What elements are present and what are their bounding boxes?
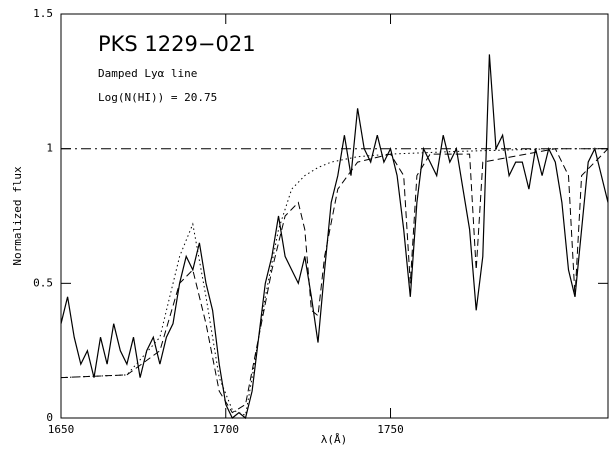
plot-frame bbox=[60, 13, 609, 419]
series-line bbox=[60, 148, 609, 414]
annotation: Log(N(HI)) = 20.75 bbox=[98, 91, 217, 104]
y-tick-label: 1 bbox=[46, 142, 53, 155]
y-tick-label: 0.5 bbox=[33, 276, 53, 289]
y-axis-label: Normalized flux bbox=[11, 166, 24, 266]
y-tick-label: 1.5 bbox=[33, 7, 53, 20]
x-tick-label: 1750 bbox=[377, 423, 404, 436]
x-axis-label: λ(Å) bbox=[321, 433, 348, 446]
chart-title: PKS 1229−021 bbox=[98, 32, 256, 56]
series-line bbox=[60, 54, 609, 420]
y-tick-label: 0 bbox=[46, 411, 53, 424]
series-line bbox=[60, 148, 608, 416]
x-tick-label: 1650 bbox=[48, 423, 75, 436]
x-tick-label: 1700 bbox=[213, 423, 240, 436]
annotation: Damped Lyα line bbox=[98, 67, 197, 80]
